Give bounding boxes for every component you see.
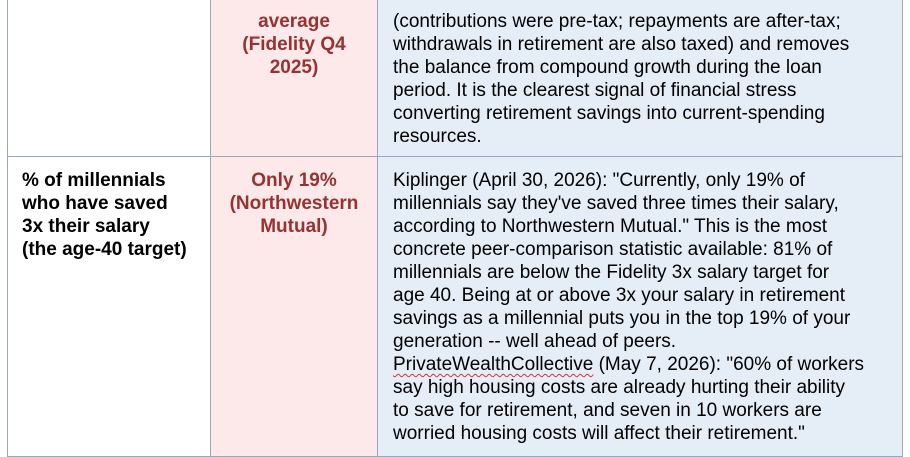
notes-line: (contributions were pre-tax; repayments … [393, 11, 841, 32]
value-cell: average (Fidelity Q4 2025) [210, 0, 378, 157]
value-line: Only 19% [251, 170, 337, 191]
notes-source-rest: (May 7, 2026): "60% of workers [593, 354, 865, 375]
notes-line: worried housing costs will affect their … [393, 423, 805, 444]
label-line: 3x their salary [22, 216, 150, 237]
notes-line: to save for retirement, and seven in 10 … [393, 400, 822, 421]
label-line: who have saved [22, 193, 168, 214]
notes-line: concrete peer-comparison statistic avail… [393, 239, 833, 260]
data-table: average (Fidelity Q4 2025) (contribution… [7, 0, 903, 457]
value-line: Mutual) [260, 216, 328, 237]
notes-line: millennials say they've saved three time… [393, 193, 839, 214]
notes-line: millennials are below the Fidelity 3x sa… [393, 262, 830, 283]
value-line: (Fidelity Q4 [242, 34, 346, 55]
label-text [8, 0, 210, 12]
notes-line: period. It is the clearest signal of fin… [393, 80, 797, 101]
table-row: average (Fidelity Q4 2025) (contribution… [7, 0, 903, 157]
value-text: Only 19% (Northwestern Mutual) [211, 157, 377, 238]
value-line: average [258, 11, 330, 32]
notes-line: the balance from compound growth during … [393, 57, 822, 78]
label-text: % of millennials who have saved 3x their… [8, 157, 210, 261]
value-line: (Northwestern [229, 193, 359, 214]
label-cell [7, 0, 211, 157]
label-line: % of millennials [22, 170, 166, 191]
notes-text: Kiplinger (April 30, 2026): "Currently, … [378, 157, 902, 445]
notes-line: age 40. Being at or above 3x your salary… [393, 285, 846, 306]
notes-line: savings as a millennial puts you in the … [393, 308, 851, 329]
label-line: (the age-40 target) [22, 239, 187, 260]
misspelled-word[interactable]: PrivateWealthCollective [393, 354, 594, 375]
value-text: average (Fidelity Q4 2025) [211, 0, 377, 79]
notes-line: Kiplinger (April 30, 2026): "Currently, … [393, 170, 805, 191]
table-row: % of millennials who have saved 3x their… [7, 156, 903, 457]
notes-line: withdrawals in retirement are also taxed… [393, 34, 850, 55]
label-cell: % of millennials who have saved 3x their… [7, 156, 211, 457]
value-line: 2025) [269, 57, 319, 78]
notes-line: according to Northwestern Mutual." This … [393, 216, 828, 237]
notes-line: generation -- well ahead of peers. [393, 331, 677, 352]
notes-cell: Kiplinger (April 30, 2026): "Currently, … [377, 156, 903, 457]
notes-line: say high housing costs are already hurti… [393, 377, 846, 398]
notes-source-line: PrivateWealthCollective (May 7, 2026): "… [393, 353, 892, 376]
notes-cell: (contributions were pre-tax; repayments … [377, 0, 903, 157]
value-cell: Only 19% (Northwestern Mutual) [210, 156, 378, 457]
notes-text: (contributions were pre-tax; repayments … [378, 0, 902, 148]
notes-line: resources. [393, 126, 482, 147]
notes-line: converting retirement savings into curre… [393, 103, 825, 124]
